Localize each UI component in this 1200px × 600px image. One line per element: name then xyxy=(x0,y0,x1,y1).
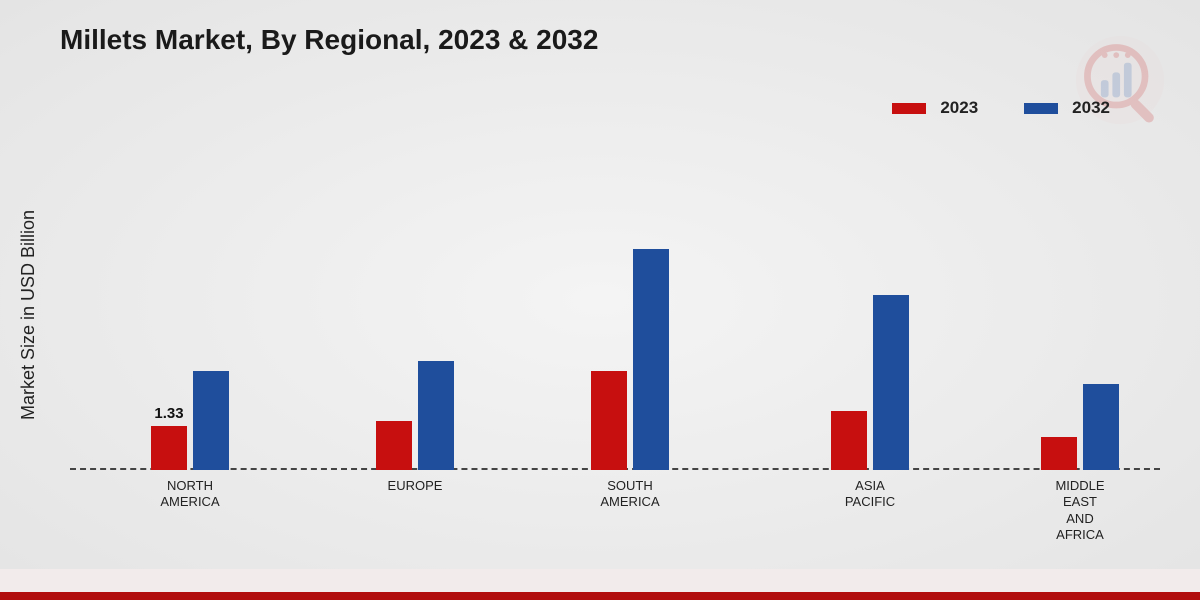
legend-label-2023: 2023 xyxy=(940,98,978,118)
x-axis-label: NORTH AMERICA xyxy=(160,478,219,511)
y-axis-label: Market Size in USD Billion xyxy=(18,105,39,315)
x-axis-label: EUROPE xyxy=(388,478,443,494)
footer-light-strip xyxy=(0,569,1200,592)
bar xyxy=(193,371,229,470)
plot-area: 1.33 xyxy=(70,140,1160,470)
bar xyxy=(418,361,454,470)
legend-swatch-2023 xyxy=(892,103,926,114)
bar xyxy=(1041,437,1077,470)
x-axis-labels: NORTH AMERICA EUROPE SOUTH AMERICA ASIA PAC… xyxy=(70,478,1160,548)
footer-red-strip xyxy=(0,592,1200,600)
bar xyxy=(633,249,669,470)
x-axis-label: MIDDLE EAST AND AFRICA xyxy=(1055,478,1104,543)
chart-canvas: Millets Market, By Regional, 2023 & 2032… xyxy=(0,0,1200,600)
legend-label-2032: 2032 xyxy=(1072,98,1110,118)
bar-group xyxy=(376,361,454,470)
legend-item-2023: 2023 xyxy=(892,98,978,118)
bar-value-label: 1.33 xyxy=(154,405,183,422)
x-axis-label: ASIA PACIFIC xyxy=(845,478,895,511)
bar xyxy=(1083,384,1119,470)
legend-item-2032: 2032 xyxy=(1024,98,1110,118)
bar xyxy=(151,426,187,470)
bar xyxy=(376,421,412,471)
bar-group xyxy=(591,249,669,470)
bar-group xyxy=(1041,384,1119,470)
x-axis-label: SOUTH AMERICA xyxy=(600,478,659,511)
legend-swatch-2032 xyxy=(1024,103,1058,114)
bar-group xyxy=(831,295,909,470)
bar xyxy=(873,295,909,470)
bar xyxy=(591,371,627,470)
bar xyxy=(831,411,867,470)
legend: 2023 2032 xyxy=(892,98,1110,118)
chart-title: Millets Market, By Regional, 2023 & 2032 xyxy=(60,24,598,56)
